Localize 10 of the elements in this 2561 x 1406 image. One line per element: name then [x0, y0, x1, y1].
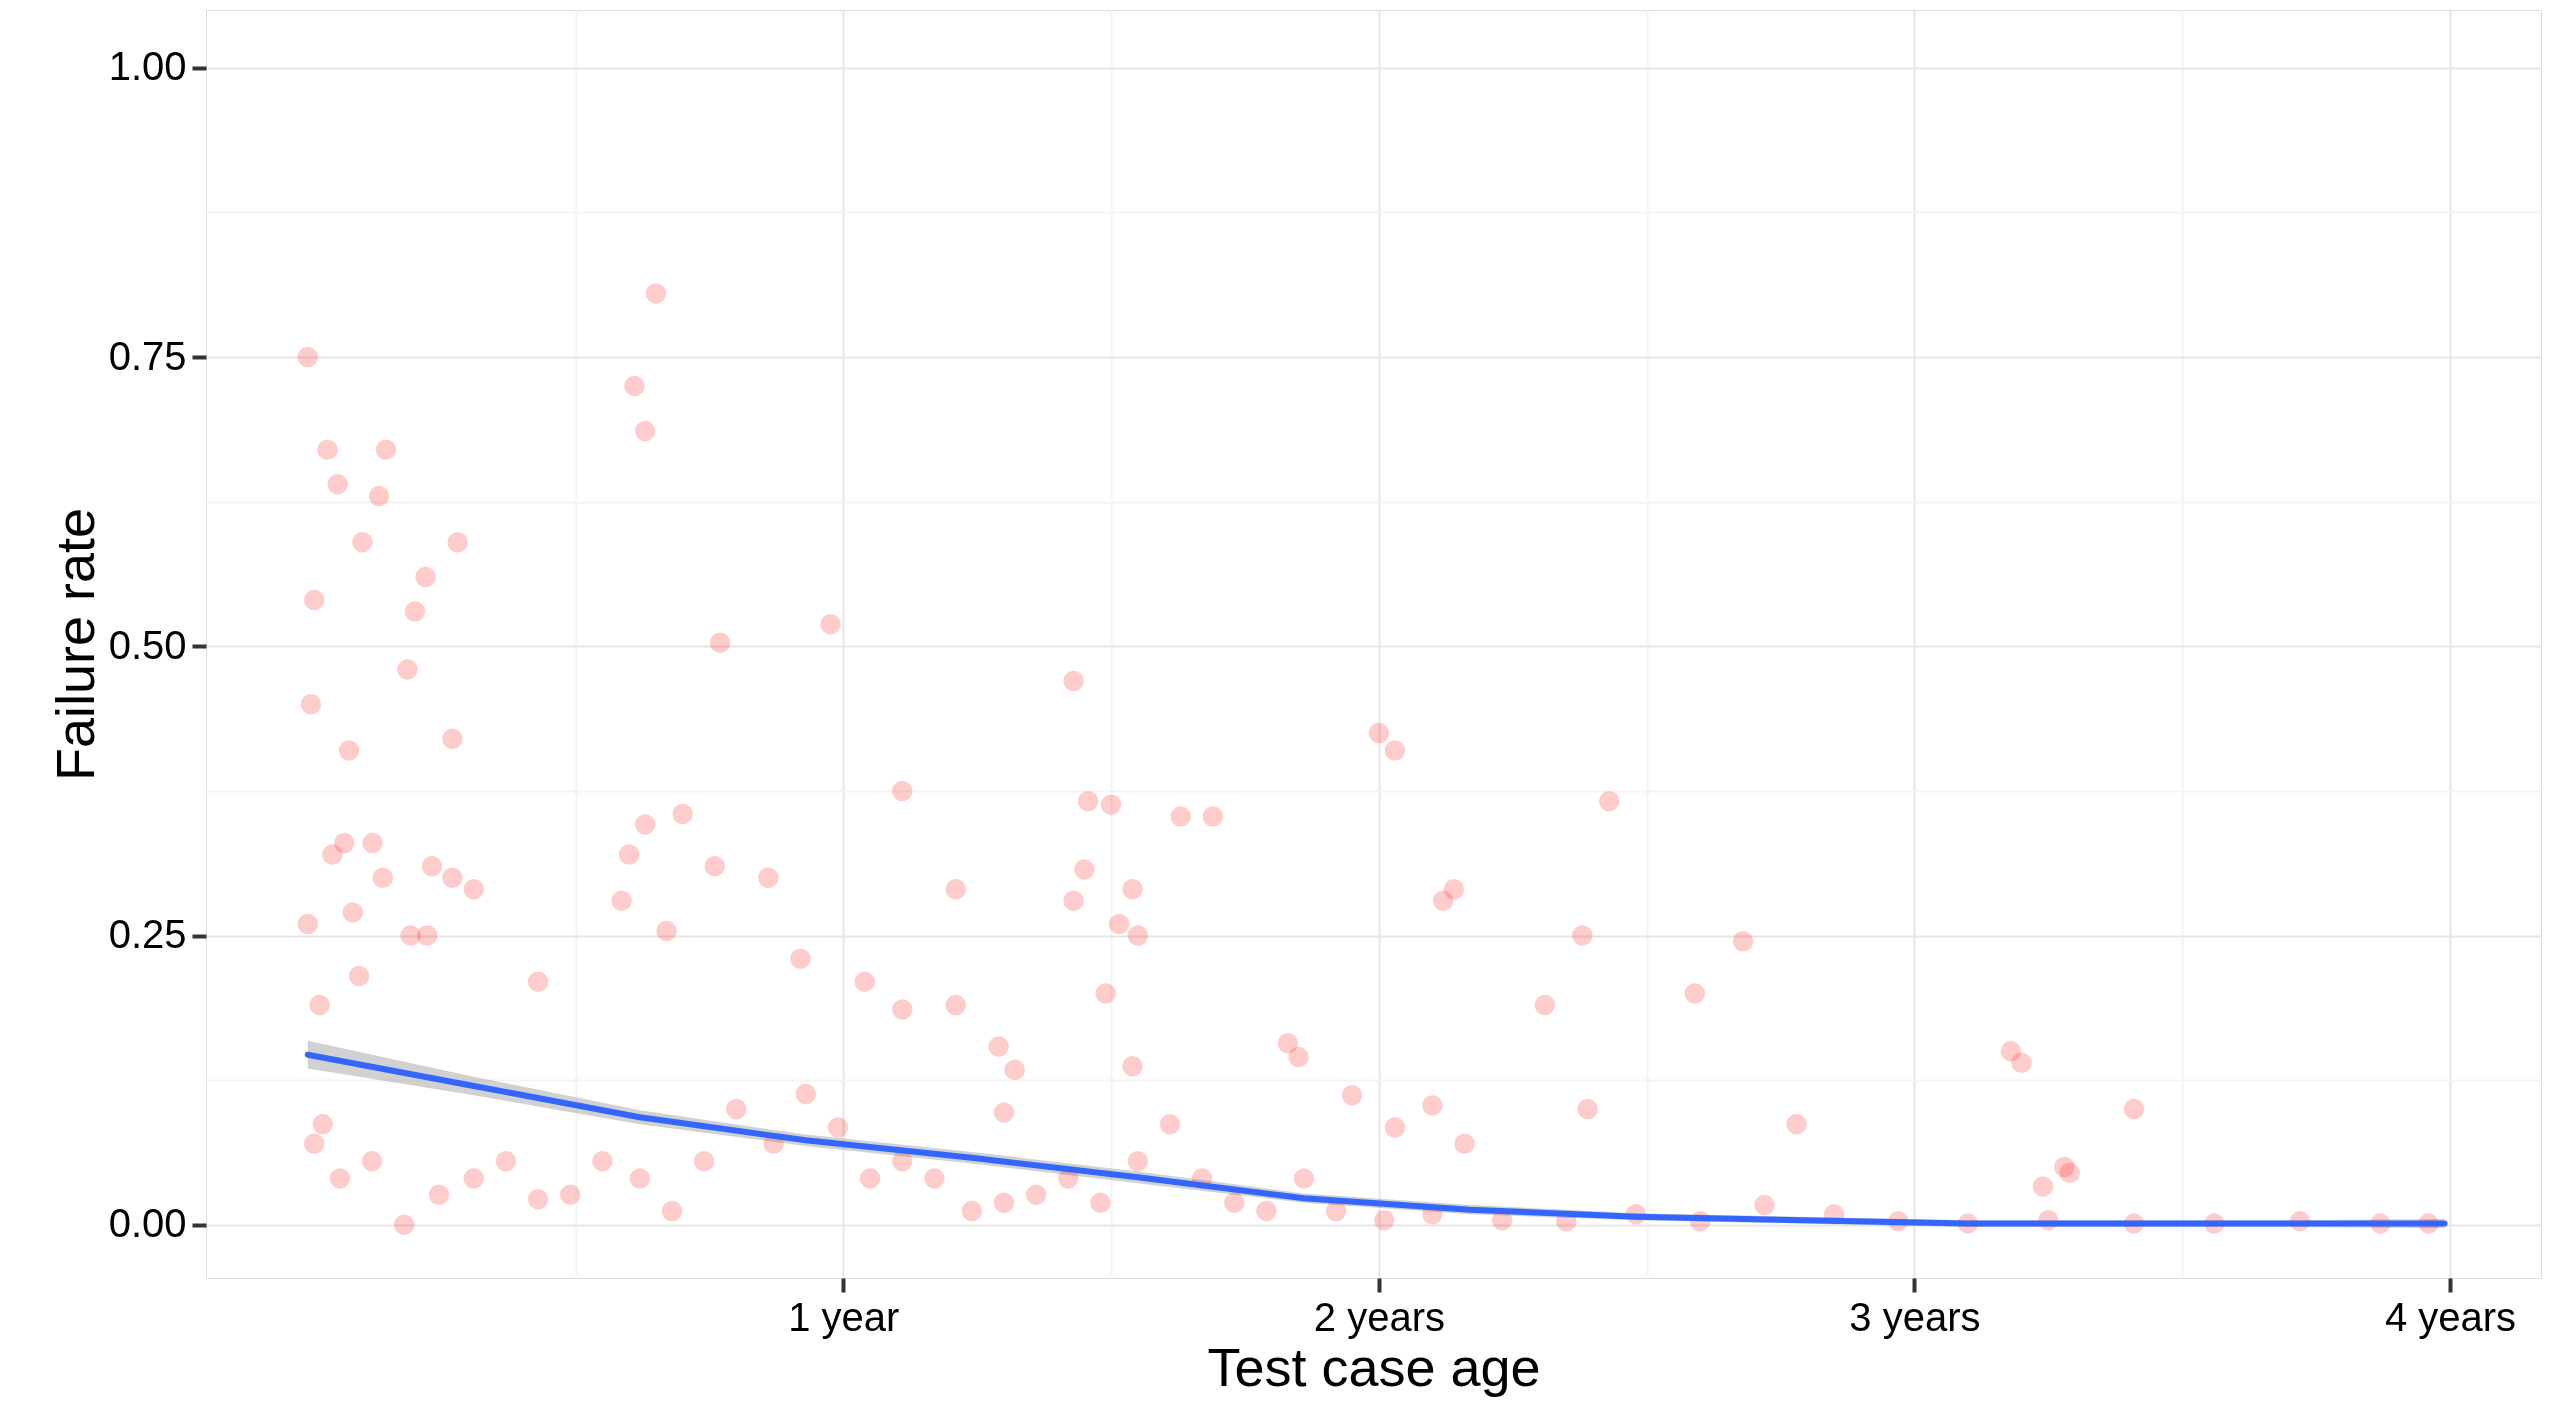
y-tick-label: 1.00: [108, 44, 187, 89]
y-tick-label: 0.00: [108, 1201, 187, 1246]
x-tick-label: 1 year: [788, 1294, 900, 1339]
y-tick-label: 0.75: [108, 333, 187, 378]
y-tick-label: 0.25: [108, 912, 187, 957]
x-tick-label: 2 years: [1313, 1294, 1445, 1339]
y-tick-label: 0.50: [108, 622, 187, 667]
y-axis-title: Failure rate: [44, 507, 105, 782]
x-tick-label: 3 years: [1849, 1294, 1981, 1339]
x-tick-label: 4 years: [2384, 1294, 2517, 1339]
